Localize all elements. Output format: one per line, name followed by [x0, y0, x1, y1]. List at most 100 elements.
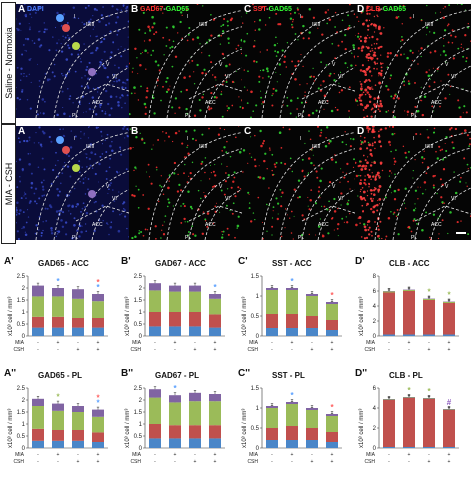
- cell-dot: [463, 157, 465, 159]
- cell-dot: [378, 140, 381, 143]
- cell-dot: [277, 23, 279, 25]
- cell-dot: [441, 149, 443, 151]
- cell-dot: [359, 38, 361, 40]
- cell-dot: [404, 152, 406, 154]
- cell-dot: [378, 131, 380, 133]
- cell-dot: [165, 215, 167, 217]
- cell-dot: [355, 162, 357, 164]
- cell-dot: [250, 117, 252, 118]
- cell-dot: [202, 233, 204, 235]
- cell-dot: [297, 197, 299, 199]
- cell-dot: [157, 64, 159, 66]
- cell-dot: [358, 47, 360, 49]
- y-tick-label: 2: [22, 286, 26, 292]
- cell-dot: [168, 136, 170, 138]
- cell-dot: [389, 52, 391, 54]
- cell-dot: [42, 230, 43, 231]
- cell-dot: [440, 150, 442, 152]
- cell-dot: [110, 107, 112, 109]
- cell-dot: [111, 149, 114, 152]
- cell-dot: [358, 33, 360, 35]
- cell-dot: [23, 226, 26, 229]
- cell-dot: [378, 198, 381, 201]
- cell-dot: [259, 165, 260, 166]
- region-label-layer-6: VI: [451, 196, 456, 202]
- cell-dot: [37, 113, 39, 115]
- cell-dot: [315, 234, 316, 235]
- cell-dot: [253, 212, 254, 213]
- cell-dot: [381, 238, 382, 239]
- cell-dot: [373, 97, 376, 100]
- cell-dot: [361, 205, 363, 207]
- cell-dot: [435, 12, 436, 13]
- cell-dot: [340, 192, 342, 194]
- bar-segment: [52, 296, 64, 316]
- cell-dot: [369, 101, 371, 103]
- cell-dot: [69, 115, 71, 117]
- cell-dot: [19, 98, 21, 100]
- cell-dot: [455, 192, 458, 195]
- cell-dot: [340, 72, 341, 73]
- cell-dot: [179, 21, 181, 23]
- cell-dot: [359, 165, 361, 167]
- cell-dot: [218, 134, 220, 136]
- cell-dot: [465, 182, 466, 183]
- cell-dot: [367, 224, 368, 225]
- cell-dot: [359, 216, 362, 219]
- cell-dot: [322, 235, 325, 238]
- cell-dot: [445, 150, 447, 152]
- y-tick-label: 0.5: [134, 434, 143, 440]
- bar-segment: [52, 328, 64, 336]
- cell-dot: [275, 89, 277, 91]
- cell-dot: [349, 25, 351, 27]
- cell-dot: [83, 112, 84, 113]
- mia-condition: -: [271, 452, 273, 458]
- cell-dot: [339, 92, 341, 94]
- cell-dot: [420, 133, 422, 135]
- cell-dot: [379, 33, 380, 34]
- cell-dot: [71, 130, 72, 131]
- cell-dot: [66, 58, 69, 61]
- csh-condition: +: [214, 347, 217, 353]
- cell-dot: [242, 22, 243, 24]
- cell-dot: [359, 222, 360, 223]
- cell-dot: [438, 233, 439, 234]
- cell-dot: [469, 138, 471, 140]
- cell-dot: [35, 188, 37, 190]
- cell-dot: [62, 128, 63, 129]
- cell-dot: [360, 40, 362, 42]
- cell-dot: [438, 146, 440, 148]
- cell-dot: [247, 163, 248, 164]
- cell-dot: [164, 221, 165, 222]
- cell-dot: [134, 235, 137, 238]
- cell-dot: [43, 194, 45, 196]
- cell-dot: [344, 62, 346, 64]
- cell-dot: [374, 31, 375, 32]
- cell-dot: [70, 213, 71, 214]
- significance-mark: *: [213, 283, 217, 292]
- cell-dot: [284, 163, 286, 165]
- cell-dot: [281, 236, 283, 238]
- cell-dot: [467, 233, 469, 235]
- cell-dot: [309, 208, 311, 210]
- cell-dot: [92, 167, 93, 168]
- region-label-acc: ACC: [92, 100, 103, 106]
- bar-segment: [443, 303, 455, 335]
- y-tick-label: 6: [373, 289, 377, 295]
- region-label-layer-23: II/III: [86, 22, 94, 28]
- cell-dot: [385, 239, 386, 240]
- cell-dot: [92, 15, 93, 16]
- cell-dot: [155, 31, 157, 33]
- cell-dot: [244, 86, 245, 87]
- cell-dot: [401, 36, 403, 38]
- bar-segment: [443, 410, 455, 447]
- cell-dot: [385, 85, 387, 87]
- cell-dot: [265, 24, 266, 25]
- cell-dot: [460, 220, 461, 221]
- y-tick-label: 1: [256, 294, 260, 300]
- cell-dot: [68, 195, 70, 197]
- cell-dot: [360, 87, 363, 90]
